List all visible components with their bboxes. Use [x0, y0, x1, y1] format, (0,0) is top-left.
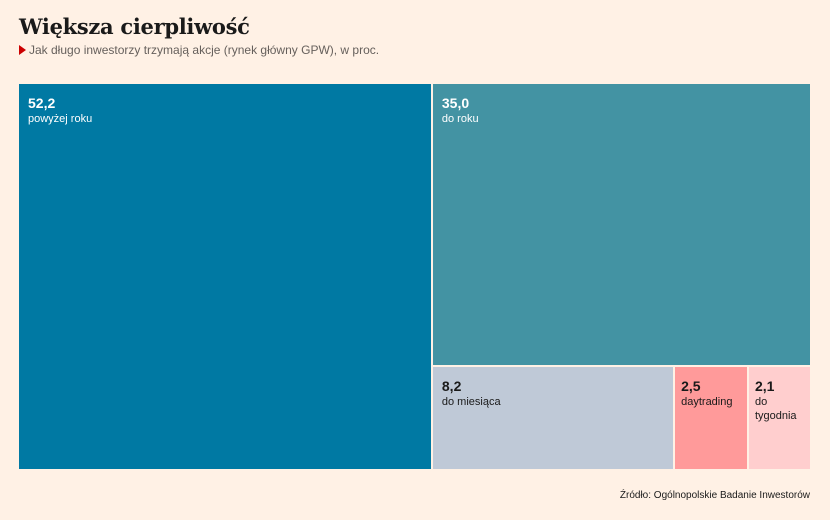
treemap-category-label: do tygodnia: [754, 395, 797, 422]
treemap-value-label: 2,5: [681, 377, 701, 394]
treemap-value-label: 35,0: [441, 95, 470, 111]
treemap-category-label: daytrading: [681, 395, 733, 408]
treemap-value-label: 52,2: [28, 95, 56, 111]
treemap-category-label: do miesiąca: [441, 395, 501, 408]
treemap-cell-do-roku: 35,0 do roku: [432, 84, 810, 365]
chart-title: Większa cierpliwość: [19, 14, 250, 39]
treemap-category-label: powyżej roku: [28, 113, 93, 125]
treemap-chart: 52,2 powyżej roku 35,0 do roku 8,2 do miesiąc…: [19, 84, 810, 469]
treemap-value-label: 2,1: [754, 377, 775, 394]
chart-subtitle-text: Jak długo inwestorzy trzymają akcje (ryn…: [29, 43, 380, 57]
source-note: Źródło: Ogólnopolskie Badanie Inwestorów: [619, 490, 810, 501]
red-triangle-icon: [19, 45, 26, 55]
treemap-category-label: do roku: [441, 113, 479, 125]
treemap-cell-do-miesiaca: 8,2 do miesiąca: [432, 366, 674, 469]
treemap-cell-do-tygodnia: 2,1 do tygodnia: [748, 366, 810, 469]
treemap-cell-daytrading: 2,5 daytrading: [675, 366, 747, 469]
treemap-value-label: 8,2: [441, 377, 462, 394]
chart-subtitle: Jak długo inwestorzy trzymają akcje (ryn…: [19, 43, 379, 57]
treemap-cell-powyzej-roku: 52,2 powyżej roku: [19, 84, 431, 469]
